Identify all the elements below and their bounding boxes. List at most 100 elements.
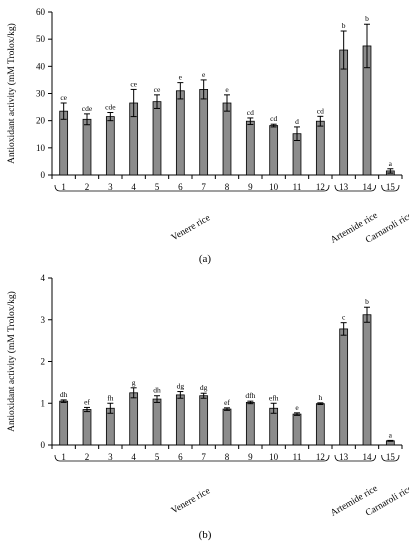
p1-x-tick-label: 15 bbox=[386, 182, 396, 192]
p2-significance-label: g bbox=[132, 378, 136, 387]
p2-y-tick-label: 1 bbox=[41, 398, 46, 408]
p2-x-tick-label: 2 bbox=[85, 452, 90, 462]
p2-x-tick-label: 9 bbox=[248, 452, 253, 462]
p1-x-tick-label: 12 bbox=[316, 182, 325, 192]
p2-x-tick-label: 12 bbox=[316, 452, 325, 462]
p2-group-bracket bbox=[54, 454, 330, 462]
p1-significance-label: e bbox=[202, 70, 206, 79]
p1-bar-5 bbox=[152, 101, 162, 176]
p1-x-tick-label: 11 bbox=[293, 182, 302, 192]
p2-y-tick-label: 2 bbox=[41, 357, 46, 367]
p1-significance-label: cd bbox=[270, 114, 277, 123]
p2-significance-label: dg bbox=[177, 382, 185, 391]
p2-panel-label: (b) bbox=[199, 529, 212, 541]
p2-significance-label: ef bbox=[84, 397, 90, 406]
p1-significance-label: e bbox=[225, 85, 229, 94]
p2-bar-2 bbox=[82, 409, 92, 446]
p1-y-tick-label: 60 bbox=[36, 7, 46, 17]
p2-group-label: Venere rice bbox=[170, 486, 212, 516]
p1-significance-label: ce bbox=[60, 93, 67, 102]
p1-bar-2 bbox=[82, 118, 92, 176]
p2-bar-5 bbox=[152, 398, 162, 446]
p2-bar-8 bbox=[222, 408, 232, 446]
p2-significance-label: h bbox=[318, 393, 322, 402]
p1-x-tick-label: 14 bbox=[363, 182, 373, 192]
p1-bar-7 bbox=[199, 89, 209, 176]
p2-x-tick-label: 1 bbox=[61, 452, 66, 462]
p1-bar-10 bbox=[269, 125, 279, 176]
p1-bar-8 bbox=[222, 102, 232, 176]
p2-group-bracket bbox=[334, 454, 377, 462]
p1-y-tick-label: 0 bbox=[41, 170, 46, 180]
p1-group-bracket bbox=[381, 184, 400, 192]
p2-significance-label: dfh bbox=[245, 391, 255, 400]
p2-significance-label: a bbox=[389, 430, 393, 439]
p2-significance-label: fh bbox=[107, 393, 113, 402]
p1-panel-label: (a) bbox=[199, 253, 212, 265]
p1-significance-label: ce bbox=[154, 85, 161, 94]
p1-x-tick-label: 9 bbox=[248, 182, 253, 192]
p2-bar-10 bbox=[269, 407, 279, 446]
p1-significance-label: cd bbox=[317, 106, 324, 115]
p2-significance-label: dh bbox=[60, 390, 68, 399]
p1-x-tick-label: 6 bbox=[178, 182, 183, 192]
p1-significance-label: d bbox=[295, 117, 299, 126]
p2-y-tick-label: 0 bbox=[41, 440, 46, 450]
p2-significance-label: e bbox=[295, 403, 299, 412]
p2-significance-label: ef bbox=[224, 398, 230, 407]
p1-x-tick-label: 2 bbox=[85, 182, 90, 192]
p1-x-tick-label: 7 bbox=[201, 182, 206, 192]
p2-bar-12 bbox=[315, 403, 325, 446]
p1-x-tick-label: 4 bbox=[131, 182, 136, 192]
p1-x-tick-label: 10 bbox=[269, 182, 279, 192]
p1-significance-label: b bbox=[365, 14, 369, 23]
p2-x-tick-label: 7 bbox=[201, 452, 206, 462]
p2-bar-6 bbox=[175, 394, 185, 446]
p1-x-tick-label: 5 bbox=[155, 182, 160, 192]
p1-bar-12 bbox=[315, 120, 325, 176]
p2-x-tick-label: 4 bbox=[131, 452, 136, 462]
p2-x-tick-label: 10 bbox=[269, 452, 279, 462]
p1-y-tick-label: 50 bbox=[36, 34, 46, 44]
p1-group-bracket bbox=[54, 184, 330, 192]
p1-group-bracket bbox=[334, 184, 377, 192]
p2-y-axis-title: Antioxidant activity (mM Trolox/kg) bbox=[6, 291, 17, 432]
p1-group-label: Venere rice bbox=[170, 213, 212, 243]
p1-x-tick-label: 1 bbox=[61, 182, 66, 192]
p2-x-tick-label: 8 bbox=[225, 452, 230, 462]
p2-bar-11 bbox=[292, 413, 302, 446]
p1-bar-6 bbox=[175, 90, 185, 176]
p1-significance-label: e bbox=[179, 73, 183, 82]
p1-y-axis-title: Antioxidant activity (mM Trolox/kg) bbox=[6, 23, 17, 164]
p2-bar-7 bbox=[199, 395, 209, 446]
p1-x-tick-label: 8 bbox=[225, 182, 230, 192]
p2-significance-label: dh bbox=[153, 386, 161, 395]
p1-significance-label: cde bbox=[82, 104, 93, 113]
p2-x-tick-label: 11 bbox=[293, 452, 302, 462]
p2-bar-14 bbox=[362, 314, 372, 446]
p2-significance-label: efh bbox=[269, 393, 279, 402]
p2-y-tick-label: 3 bbox=[41, 315, 46, 325]
p2-bar-3 bbox=[105, 407, 115, 446]
p1-y-tick-label: 30 bbox=[36, 89, 46, 99]
p2-x-tick-label: 13 bbox=[339, 452, 349, 462]
p2-significance-label: c bbox=[342, 313, 346, 322]
p2-x-tick-label: 14 bbox=[363, 452, 373, 462]
p2-y-tick-label: 4 bbox=[41, 273, 46, 283]
p1-y-tick-label: 20 bbox=[36, 116, 46, 126]
p1-bar-9 bbox=[245, 120, 255, 176]
p1-significance-label: b bbox=[342, 21, 346, 30]
p1-significance-label: ce bbox=[130, 79, 137, 88]
p1-bar-3 bbox=[105, 116, 115, 176]
p2-x-tick-label: 15 bbox=[386, 452, 396, 462]
p1-x-tick-label: 3 bbox=[108, 182, 113, 192]
p2-significance-label: b bbox=[365, 297, 369, 306]
p1-significance-label: cde bbox=[105, 103, 116, 112]
p1-y-tick-label: 10 bbox=[36, 143, 46, 153]
p1-significance-label: cd bbox=[247, 108, 254, 117]
p1-bar-1 bbox=[59, 110, 69, 176]
p2-x-tick-label: 3 bbox=[108, 452, 113, 462]
p1-x-tick-label: 13 bbox=[339, 182, 349, 192]
p1-significance-label: a bbox=[389, 159, 393, 168]
